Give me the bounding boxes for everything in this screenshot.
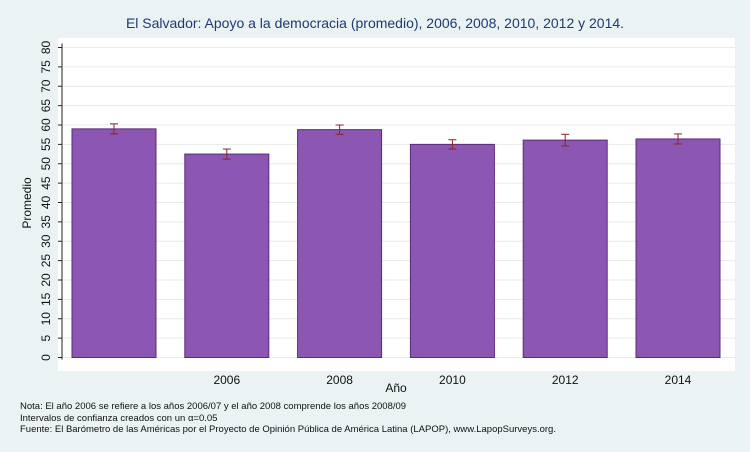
y-tick-label: 35 [39,215,53,229]
x-tick-label: 2006 [213,373,240,387]
x-tick-label: 2012 [552,373,579,387]
y-tick-label: 45 [39,176,53,190]
bar [635,138,721,358]
y-tick-label: 0 [39,354,53,361]
bar [184,153,270,358]
y-tick-label: 65 [39,99,53,113]
footnote-year: Nota: El año 2006 se refiere a los años … [20,401,407,412]
y-tick-label: 30 [39,234,53,248]
y-tick-label: 60 [39,118,53,132]
y-tick-label: 50 [39,157,53,171]
y-axis-label: Promedio [20,177,34,229]
bar [409,143,495,358]
error-bars [110,123,682,160]
y-tick-label: 25 [39,254,53,268]
y-tick-label: 80 [39,41,53,55]
y-tick-label: 10 [39,312,53,326]
x-tick-label: 2008 [326,373,353,387]
x-tick-label: 2014 [665,373,692,387]
footnote-source: Fuente: El Barómetro de las Américas por… [20,424,556,435]
footnotes: Nota: El año 2006 se refiere a los años … [20,401,556,436]
gridlines [63,47,735,358]
bar [297,129,383,358]
bar [522,139,608,358]
y-tick-label: 5 [39,334,53,341]
x-tick-label: 2010 [439,373,466,387]
y-tick-label: 15 [39,292,53,306]
y-tick-label: 20 [39,273,53,287]
bar [71,128,157,358]
y-tick-label: 75 [39,60,53,74]
y-tick-label: 70 [39,79,53,93]
x-axis-label: Año [385,381,407,395]
y-tick-label: 40 [39,196,53,210]
plot-area [58,38,735,371]
footnote-confidence: Intervalos de confianza creados con un α… [20,412,218,424]
chart-title: El Salvador: Apoyo a la democracia (prom… [125,15,625,31]
y-axis: 0 5 10 15 20 25 30 35 40 45 50 55 60 65 70 75 80 [39,41,63,361]
bars [71,128,721,358]
y-tick-label: 55 [39,137,53,151]
x-axis: 2006 2008 2010 2012 2014 [213,373,691,387]
